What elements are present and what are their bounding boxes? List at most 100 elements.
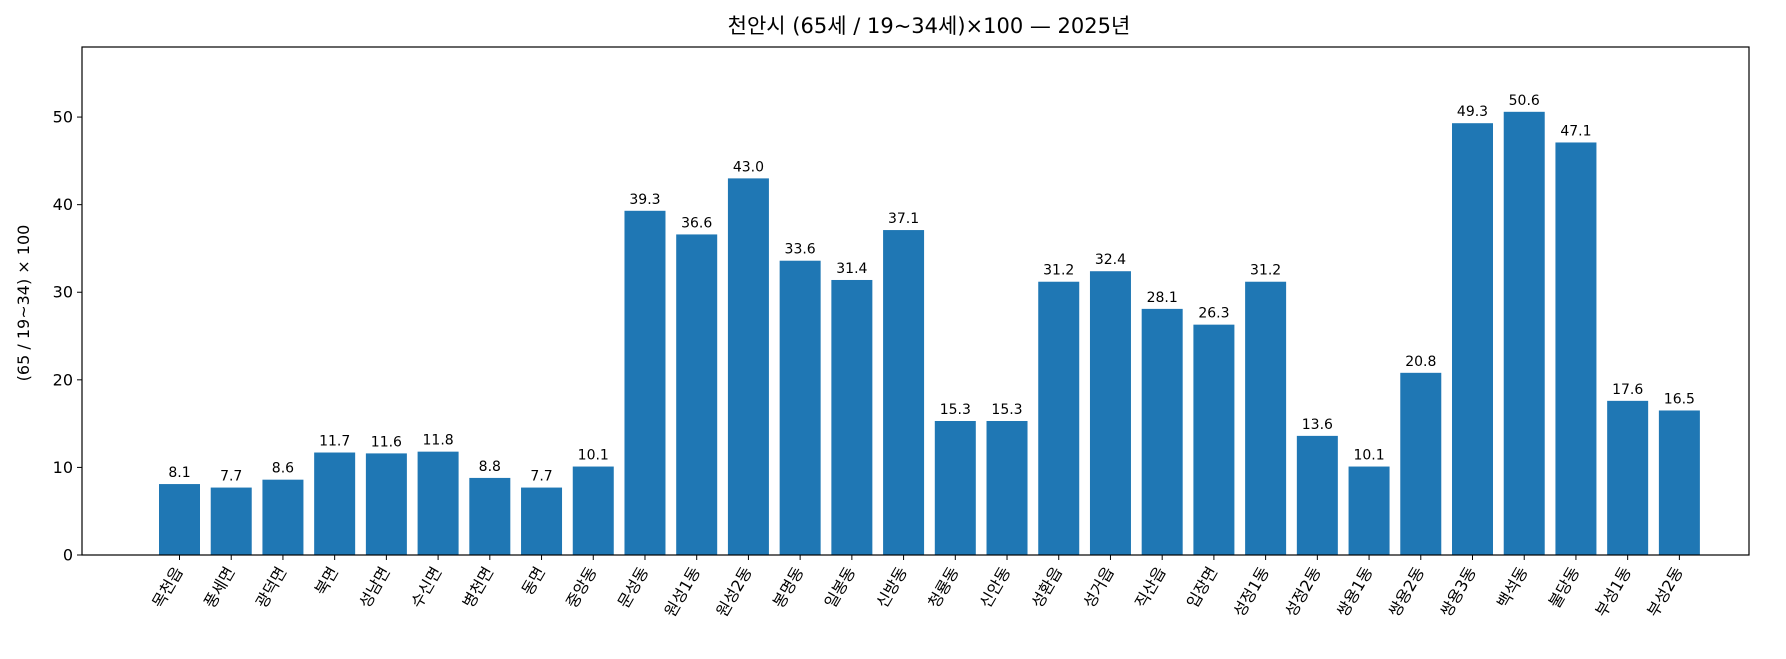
y-tick-label: 50 (53, 108, 73, 127)
x-tick-label: 성남면 (355, 564, 394, 612)
y-axis-label: (65 / 19~34) × 100 (14, 225, 33, 382)
bar (883, 230, 925, 555)
x-tick-label: 일봉동 (821, 564, 860, 612)
bar-value-label: 50.6 (1509, 93, 1540, 109)
bar (986, 420, 1028, 555)
x-tick-label: 부성2동 (1643, 564, 1687, 621)
bar-value-label: 31.4 (836, 261, 867, 277)
x-ticks-group: 목천읍 풍세면 광덕면 북면 성남면 수신면 병천면 동면 중앙동 문성동 원성1동 원성2동 봉명동 일… (148, 555, 1687, 621)
bar-value-label: 32.4 (1095, 252, 1126, 268)
x-tick-label: 동면 (518, 564, 549, 599)
bar (934, 420, 976, 555)
bar (469, 477, 511, 555)
bar (1452, 123, 1493, 555)
bar-value-label: 15.3 (991, 402, 1022, 418)
bar (1555, 142, 1597, 555)
x-tick-label: 부성1동 (1591, 564, 1635, 621)
bar-value-label: 47.1 (1560, 123, 1591, 139)
bar (1245, 281, 1287, 555)
bar (727, 178, 769, 555)
bar-value-label: 7.7 (530, 469, 552, 485)
x-tick-label: 성정1동 (1229, 564, 1273, 621)
bar (365, 453, 407, 555)
x-tick-label: 봉명동 (769, 564, 808, 612)
bar-value-label: 33.6 (785, 242, 816, 258)
x-tick-label: 원성2동 (712, 564, 756, 621)
bar (676, 234, 718, 555)
plot-frame (81, 46, 1750, 556)
bar (572, 466, 614, 555)
chart-title: 천안시 (65세 / 19~34세)×100 — 2025년 (728, 14, 1131, 38)
bar-value-label: 7.7 (220, 469, 242, 485)
x-tick-label: 수신면 (407, 564, 446, 612)
bar (1038, 281, 1080, 555)
x-tick-label: 풍세면 (200, 564, 239, 612)
bar-value-label: 31.2 (1043, 263, 1074, 279)
x-tick-label: 입장면 (1183, 564, 1222, 612)
bar (1141, 308, 1183, 555)
bar-value-label: 8.8 (479, 459, 501, 475)
bar-value-label: 49.3 (1457, 104, 1488, 120)
bar (314, 452, 356, 555)
x-tick-label: 성거읍 (1079, 564, 1118, 612)
x-tick-label: 중앙동 (562, 564, 601, 612)
x-tick-label: 원성1동 (661, 564, 705, 621)
bar (1400, 372, 1442, 555)
bar (1296, 435, 1338, 555)
bar (210, 487, 252, 555)
x-tick-label: 청룡동 (924, 564, 963, 612)
bar (1658, 410, 1700, 555)
y-tick-label: 20 (53, 370, 73, 389)
x-tick-label: 신방동 (873, 564, 912, 612)
bar-value-label: 11.7 (319, 434, 350, 450)
bar-value-label: 37.1 (888, 211, 919, 227)
x-tick-label: 병천면 (459, 564, 498, 612)
x-tick-label: 광덕면 (252, 564, 291, 612)
x-tick-label: 북면 (311, 564, 342, 599)
x-tick-label: 쌍용1동 (1333, 564, 1377, 621)
bar (1089, 271, 1131, 555)
bar (417, 451, 459, 555)
bar-value-label: 10.1 (1353, 448, 1384, 464)
bar-value-label: 17.6 (1612, 382, 1643, 398)
bar-value-label: 11.6 (371, 434, 402, 450)
bar-value-label: 31.2 (1250, 263, 1281, 279)
y-tick-label: 40 (53, 195, 73, 214)
bar (521, 487, 563, 555)
x-tick-label: 문성동 (614, 564, 653, 612)
bar (779, 260, 821, 555)
bar-value-label: 16.5 (1664, 391, 1695, 407)
bar-value-label: 8.1 (168, 465, 190, 481)
bar-value-label: 15.3 (940, 402, 971, 418)
bar-value-label: 26.3 (1198, 306, 1229, 322)
bar-value-label: 28.1 (1147, 290, 1178, 306)
x-tick-label: 백석동 (1493, 564, 1532, 612)
bar (624, 210, 666, 556)
x-tick-label: 직산읍 (1131, 564, 1170, 612)
bar (831, 279, 873, 555)
bar-value-label: 11.8 (423, 433, 454, 449)
bar-value-label: 8.6 (272, 461, 294, 477)
y-ticks-group: 0 10 20 30 40 50 (53, 108, 82, 565)
bar-value-label: 13.6 (1302, 417, 1333, 433)
x-tick-label: 성정2동 (1281, 564, 1325, 621)
y-tick-label: 30 (53, 283, 73, 302)
x-tick-label: 불당동 (1545, 564, 1584, 612)
x-tick-label: 신안동 (976, 564, 1015, 612)
x-tick-label: 목천읍 (148, 564, 187, 612)
bar (1607, 400, 1649, 555)
bar (1503, 111, 1545, 555)
bar-value-label: 36.6 (681, 215, 712, 231)
y-tick-label: 10 (53, 458, 73, 477)
bar (1193, 324, 1235, 555)
bar-value-label: 43.0 (733, 159, 764, 175)
bar-value-label: 20.8 (1405, 354, 1436, 370)
bar-value-label: 39.3 (629, 192, 660, 208)
bar (262, 479, 304, 555)
x-tick-label: 쌍용2동 (1385, 564, 1429, 621)
bars-group: 8.1 7.7 8.6 11.7 11.6 11.8 8.8 7.7 10.1 39.3 36.6 4… (159, 93, 1700, 556)
bar (1348, 466, 1390, 555)
y-tick-label: 0 (63, 546, 73, 565)
x-tick-label: 쌍용3동 (1436, 564, 1480, 621)
